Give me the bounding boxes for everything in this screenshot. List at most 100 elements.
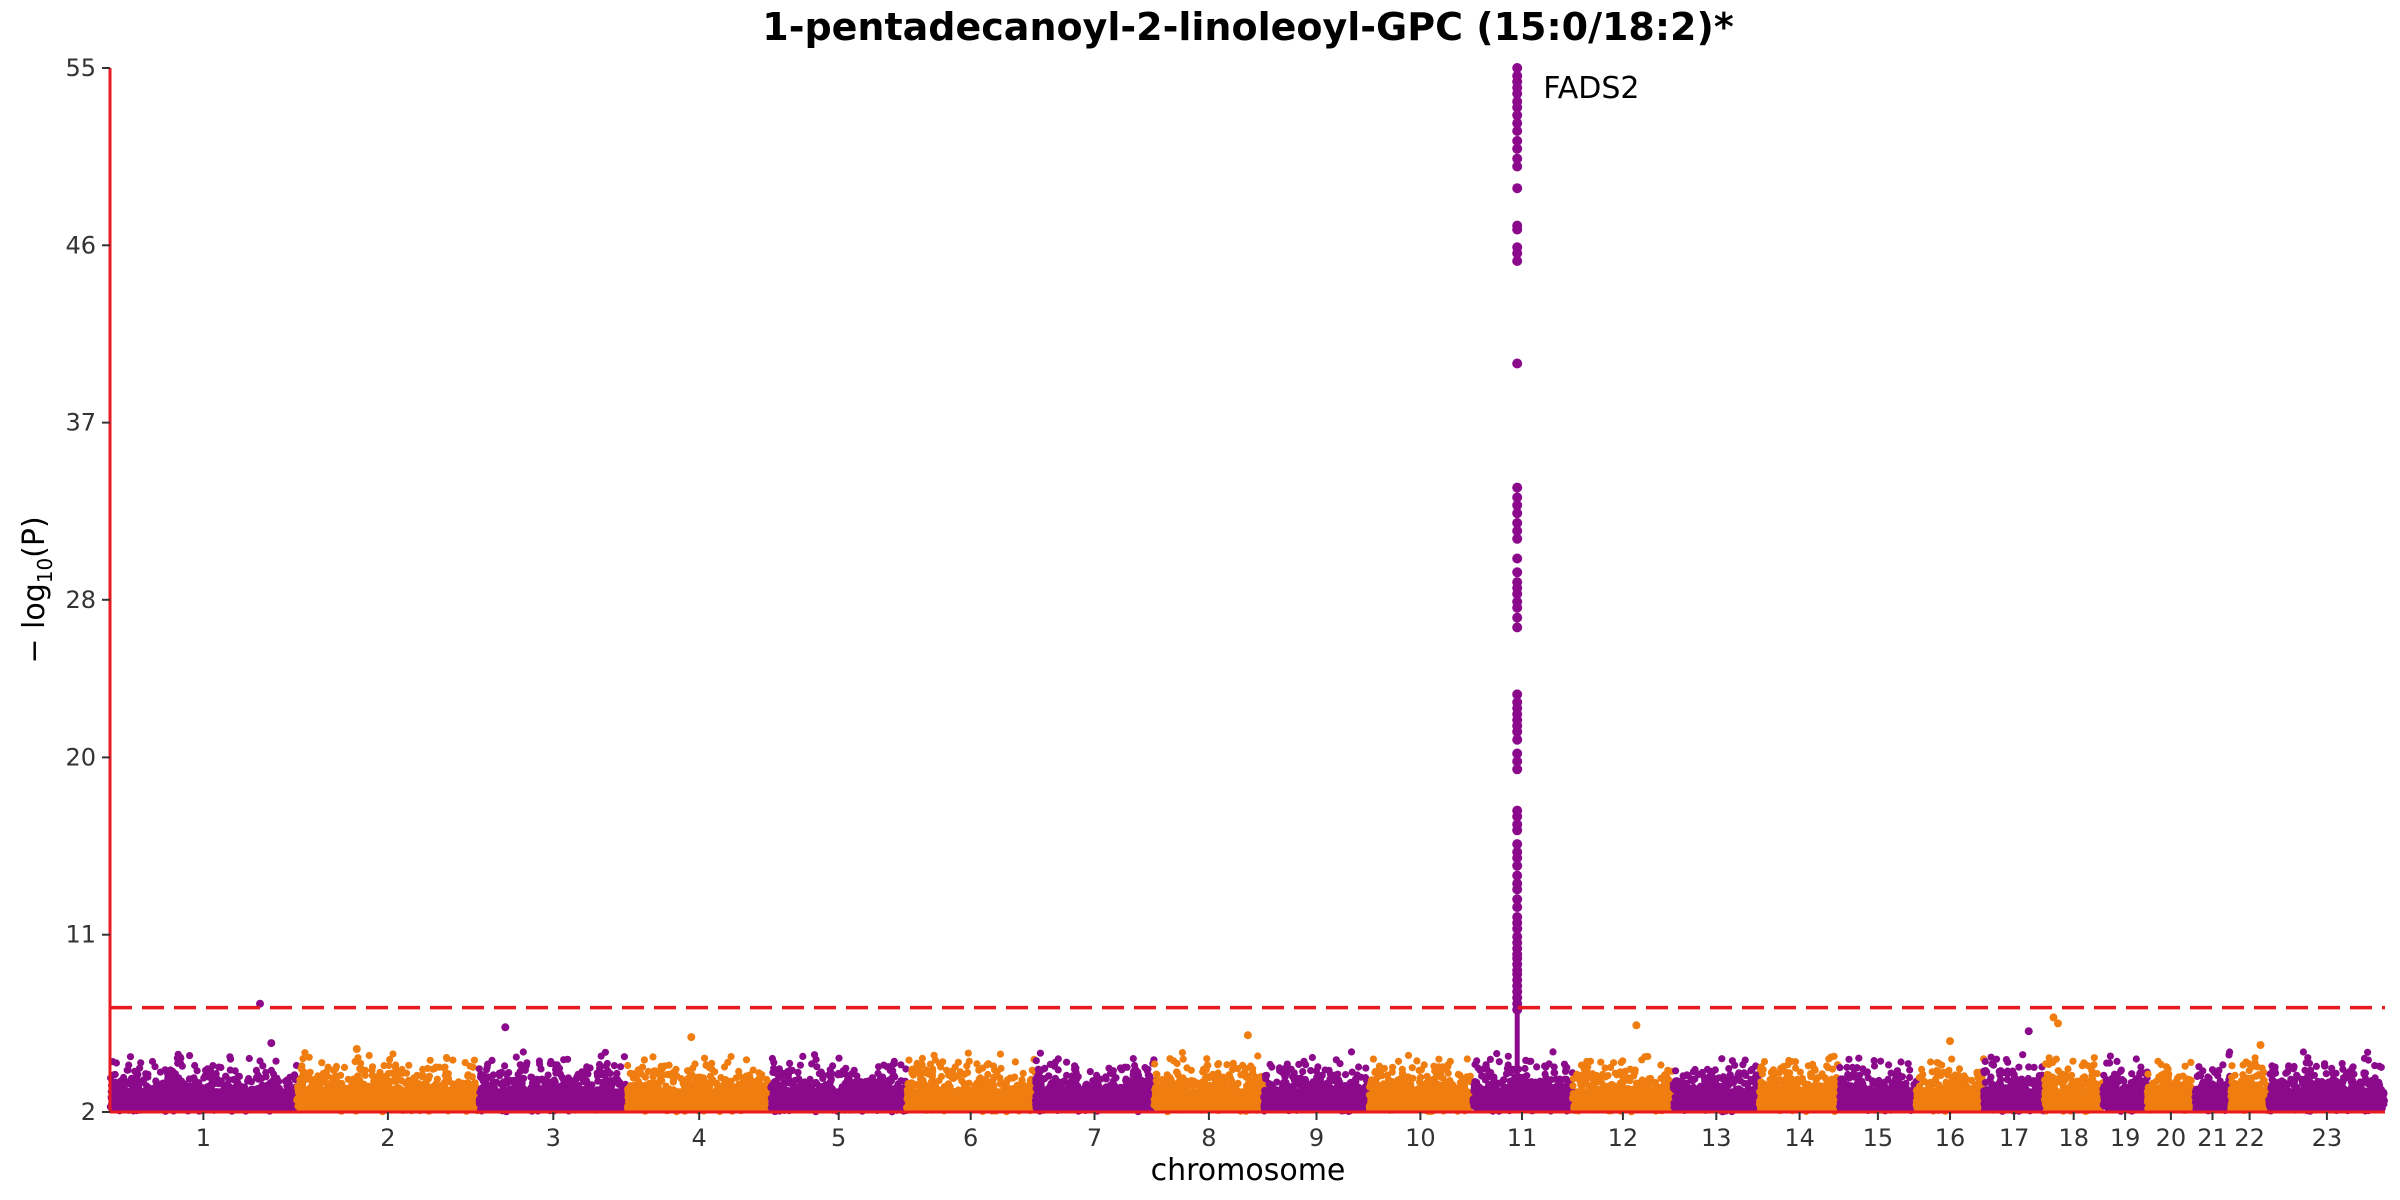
snp-point [191, 1061, 199, 1070]
snp-point [727, 1053, 735, 1061]
snp-point [488, 1056, 496, 1064]
snp-point [874, 1069, 882, 1077]
snp-point [204, 1065, 212, 1073]
snp-point [990, 1066, 999, 1074]
snp-point [973, 1060, 981, 1068]
snp-point [354, 1054, 362, 1062]
snp-point [702, 1061, 710, 1070]
snp-point [823, 1081, 831, 1089]
snp-point [784, 1071, 793, 1079]
snp-point [394, 1075, 402, 1083]
snp-point [163, 1070, 172, 1078]
snp-point [365, 1051, 373, 1060]
snp-point [438, 1081, 446, 1089]
snp-point [854, 1079, 862, 1087]
snp-point [672, 1065, 680, 1073]
snp-point [617, 1063, 625, 1071]
snp-point [649, 1053, 657, 1061]
snp-point [176, 1081, 184, 1089]
snp-point [301, 1049, 309, 1057]
snp-point [332, 1065, 340, 1073]
snp-point [409, 1078, 417, 1086]
snp-point [669, 1077, 678, 1085]
snp-point [247, 1078, 255, 1086]
snp-point [889, 1071, 898, 1079]
snp-point [853, 1072, 861, 1080]
snp-point [975, 1066, 983, 1074]
snp-point [694, 1073, 702, 1081]
snp-point [841, 1079, 849, 1087]
snp-point [469, 1063, 477, 1071]
snp-point [126, 1053, 135, 1061]
snp-point [806, 1075, 814, 1083]
snp-point [475, 1065, 483, 1073]
snp-point [152, 1077, 160, 1085]
snp-point [252, 1066, 260, 1074]
snp-point [174, 1050, 182, 1058]
snp-point [259, 1062, 267, 1070]
snp-point [721, 1081, 730, 1089]
snp-point [808, 1060, 816, 1068]
snp-point [638, 1063, 647, 1071]
snp-point [810, 1051, 819, 1059]
snp-point [758, 1071, 766, 1079]
snp-point [815, 1070, 824, 1078]
snp-point [449, 1080, 457, 1088]
snp-point [111, 1070, 119, 1079]
snp-point [258, 1074, 266, 1082]
snp-point [775, 1065, 784, 1073]
snp-point [567, 1081, 576, 1089]
snp-point [422, 1078, 430, 1086]
snp-point [424, 1064, 432, 1072]
snp-point [389, 1050, 397, 1058]
snp-point [996, 1050, 1005, 1058]
snp-point [872, 1081, 881, 1090]
snp-point [795, 1075, 803, 1083]
snp-point [556, 1070, 565, 1078]
snp-point [574, 1081, 583, 1089]
snp-point [905, 1056, 913, 1064]
snp-point [612, 1074, 620, 1082]
snp-point [586, 1064, 594, 1072]
chromosome-6-points [903, 1049, 1039, 1116]
snp-point [720, 1063, 729, 1071]
snp-point [560, 1056, 568, 1064]
snp-point [837, 1070, 845, 1078]
snp-point [835, 1054, 843, 1062]
snp-point [514, 1071, 522, 1079]
snp-point [518, 1064, 526, 1072]
snp-point [700, 1054, 709, 1062]
snp-point [290, 1071, 299, 1079]
snp-point [689, 1064, 697, 1072]
snp-point [271, 1073, 279, 1081]
snp-point [742, 1056, 751, 1064]
snp-point [337, 1071, 345, 1079]
snp-point [550, 1076, 558, 1084]
snp-point [178, 1062, 186, 1070]
snp-point [799, 1052, 807, 1060]
snp-point [640, 1056, 649, 1064]
snp-point [272, 1057, 280, 1065]
snp-point [518, 1081, 526, 1089]
snp-point [536, 1060, 544, 1068]
snp-point [963, 1062, 971, 1070]
snp-point [842, 1064, 850, 1072]
snp-point [564, 1074, 573, 1082]
snp-point [897, 1061, 905, 1069]
snp-point [308, 1079, 316, 1088]
snp-point [156, 1068, 164, 1076]
snp-point [142, 1070, 150, 1078]
chromosome-1-points [106, 1050, 301, 1115]
snp-point [127, 1079, 135, 1087]
snp-point [964, 1049, 972, 1057]
snp-point [512, 1053, 520, 1061]
snp-point [573, 1073, 581, 1081]
snp-point [796, 1061, 805, 1069]
snp-point [498, 1068, 506, 1076]
snp-point [245, 1054, 253, 1063]
snp-point [610, 1062, 619, 1070]
snp-point [861, 1078, 870, 1086]
snp-point [620, 1053, 629, 1061]
snp-point [641, 1073, 650, 1081]
snp-point [386, 1056, 394, 1064]
